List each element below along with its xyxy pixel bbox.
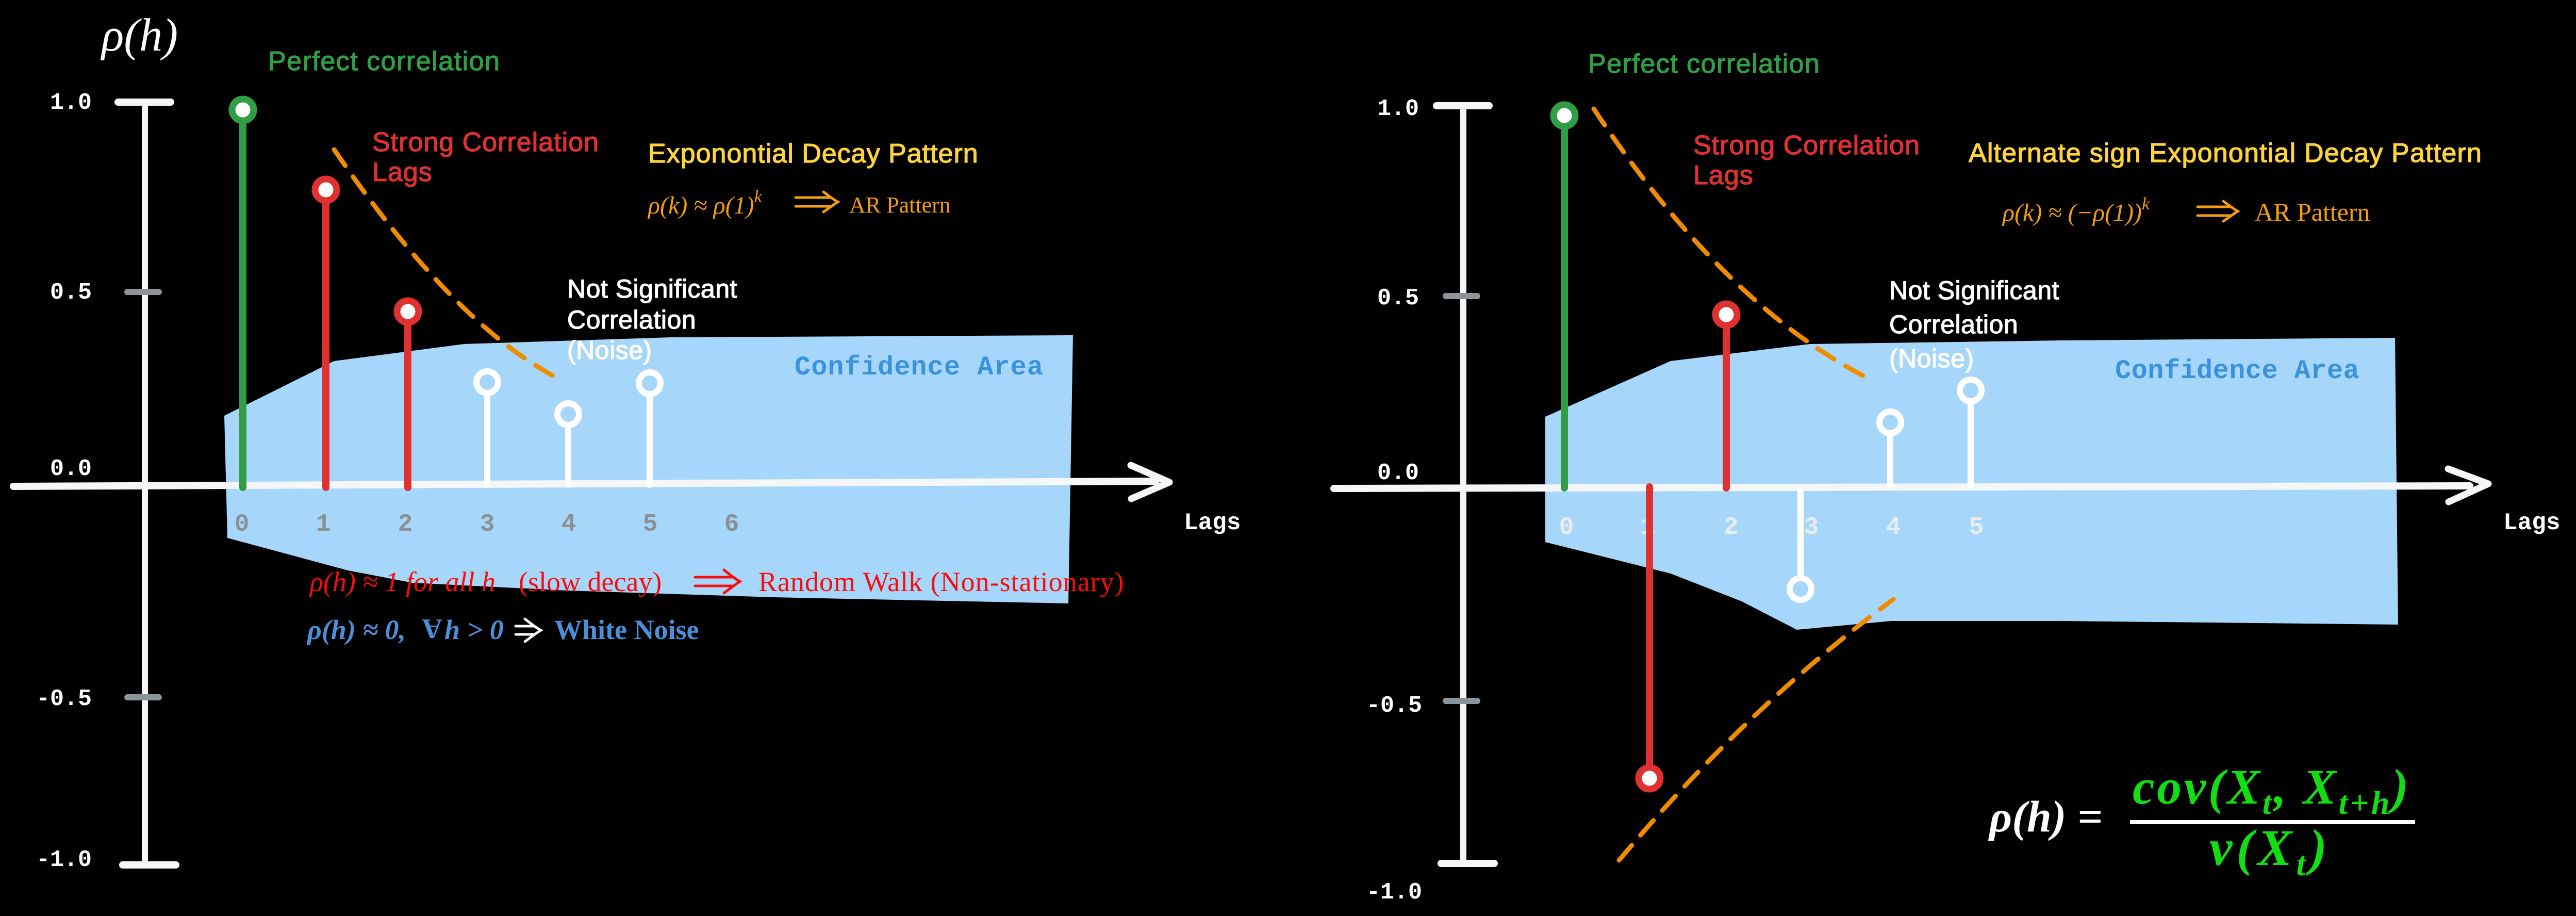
svg-text:ρ(h): ρ(h) [100, 10, 178, 61]
svg-text:Lags: Lags [1184, 510, 1241, 536]
svg-text:0: 0 [235, 511, 250, 538]
svg-text:Lags: Lags [372, 157, 433, 187]
svg-text:ρ(h) ≈ 1 for all h: ρ(h) ≈ 1 for all h [309, 566, 496, 597]
svg-text:Not Significant: Not Significant [567, 274, 737, 303]
svg-text:2: 2 [398, 511, 413, 538]
svg-text:Not Significant: Not Significant [1889, 276, 2059, 305]
svg-text:0.0: 0.0 [1377, 460, 1419, 486]
svg-text:5: 5 [1969, 514, 1984, 542]
svg-text:-0.5: -0.5 [1366, 693, 1422, 719]
svg-text:AR Pattern: AR Pattern [2255, 198, 2370, 226]
svg-text:0.5: 0.5 [1377, 285, 1419, 312]
svg-text:5: 5 [643, 511, 658, 538]
svg-text:1: 1 [316, 511, 331, 538]
svg-text:Perfect correlation: Perfect correlation [268, 46, 500, 76]
svg-text:3: 3 [1804, 514, 1819, 542]
svg-text:Confidence Area: Confidence Area [795, 352, 1044, 383]
svg-text:Alternate sign Exponontial Dec: Alternate sign Exponontial Decay Pattern [1969, 138, 2482, 168]
svg-text:Correlation: Correlation [1889, 310, 2018, 339]
svg-text:AR Pattern: AR Pattern [849, 192, 951, 218]
svg-text:Correlation: Correlation [567, 305, 696, 334]
svg-text:-1.0: -1.0 [1366, 879, 1422, 906]
svg-text:v(Xt): v(Xt) [2209, 819, 2331, 883]
svg-text:Exponontial Decay Pattern: Exponontial Decay Pattern [648, 139, 979, 169]
svg-text:ρ(h) =: ρ(h) = [1988, 792, 2103, 841]
svg-text:(Noise): (Noise) [1889, 344, 1974, 373]
svg-text:4: 4 [562, 511, 576, 538]
svg-text:1.0: 1.0 [50, 90, 92, 116]
svg-text:h > 0: h > 0 [444, 614, 504, 645]
svg-text:4: 4 [1886, 514, 1901, 542]
svg-text:ρ(h) ≈ 0,: ρ(h) ≈ 0, [306, 614, 406, 645]
svg-text:ρ(k) ≈ (−ρ(1))k: ρ(k) ≈ (−ρ(1))k [2002, 194, 2150, 226]
svg-text:-0.5: -0.5 [36, 686, 92, 712]
svg-text:(Noise): (Noise) [567, 336, 652, 365]
svg-text:1.0: 1.0 [1377, 96, 1419, 122]
svg-text:2: 2 [1724, 514, 1739, 542]
svg-text:3: 3 [480, 511, 495, 538]
svg-text:A: A [422, 613, 442, 644]
svg-text:White Noise: White Noise [554, 614, 699, 645]
svg-text:Lags: Lags [2503, 510, 2560, 536]
svg-text:0.5: 0.5 [50, 280, 92, 306]
svg-text:Strong Correlation: Strong Correlation [372, 127, 599, 157]
svg-text:-1.0: -1.0 [36, 847, 92, 873]
svg-text:Confidence Area: Confidence Area [2115, 356, 2359, 386]
svg-text:6: 6 [724, 511, 739, 538]
svg-text:Random Walk (Non-stationary): Random Walk (Non-stationary) [758, 566, 1125, 597]
svg-text:Perfect correlation: Perfect correlation [1588, 49, 1820, 79]
svg-text:(slow decay): (slow decay) [519, 566, 662, 597]
svg-text:Lags: Lags [1693, 160, 1754, 190]
svg-text:ρ(k) ≈ ρ(1)k: ρ(k) ≈ ρ(1)k [647, 187, 763, 219]
svg-text:0.0: 0.0 [50, 456, 92, 482]
svg-text:Strong Correlation: Strong Correlation [1693, 130, 1920, 160]
svg-text:0: 0 [1559, 514, 1574, 542]
